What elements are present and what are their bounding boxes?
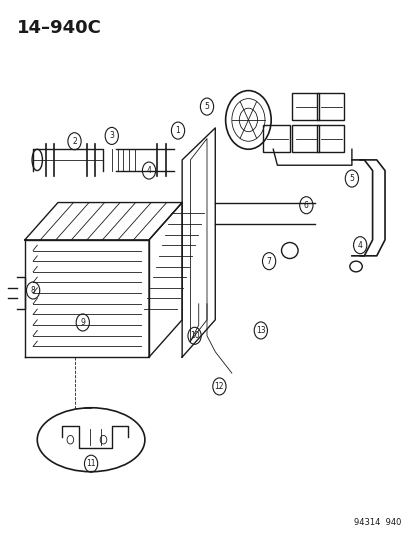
Text: 13: 13: [255, 326, 265, 335]
Bar: [316, 93, 343, 120]
Text: 8: 8: [31, 286, 36, 295]
Bar: [316, 125, 343, 152]
Bar: [291, 125, 318, 152]
Text: 4: 4: [146, 166, 151, 175]
Text: 9: 9: [80, 318, 85, 327]
Text: 11: 11: [86, 459, 95, 468]
Text: 5: 5: [204, 102, 209, 111]
Bar: [262, 125, 289, 152]
Text: 3: 3: [109, 132, 114, 140]
Text: 12: 12: [214, 382, 223, 391]
Bar: [291, 93, 318, 120]
Text: 2: 2: [72, 137, 77, 146]
Text: 14–940C: 14–940C: [17, 19, 101, 37]
Text: 10: 10: [189, 332, 199, 340]
Text: 5: 5: [349, 174, 354, 183]
Text: 6: 6: [303, 201, 308, 209]
Text: 94314  940: 94314 940: [354, 518, 401, 527]
Text: 7: 7: [266, 257, 271, 265]
Text: 1: 1: [175, 126, 180, 135]
Text: 4: 4: [357, 241, 362, 249]
